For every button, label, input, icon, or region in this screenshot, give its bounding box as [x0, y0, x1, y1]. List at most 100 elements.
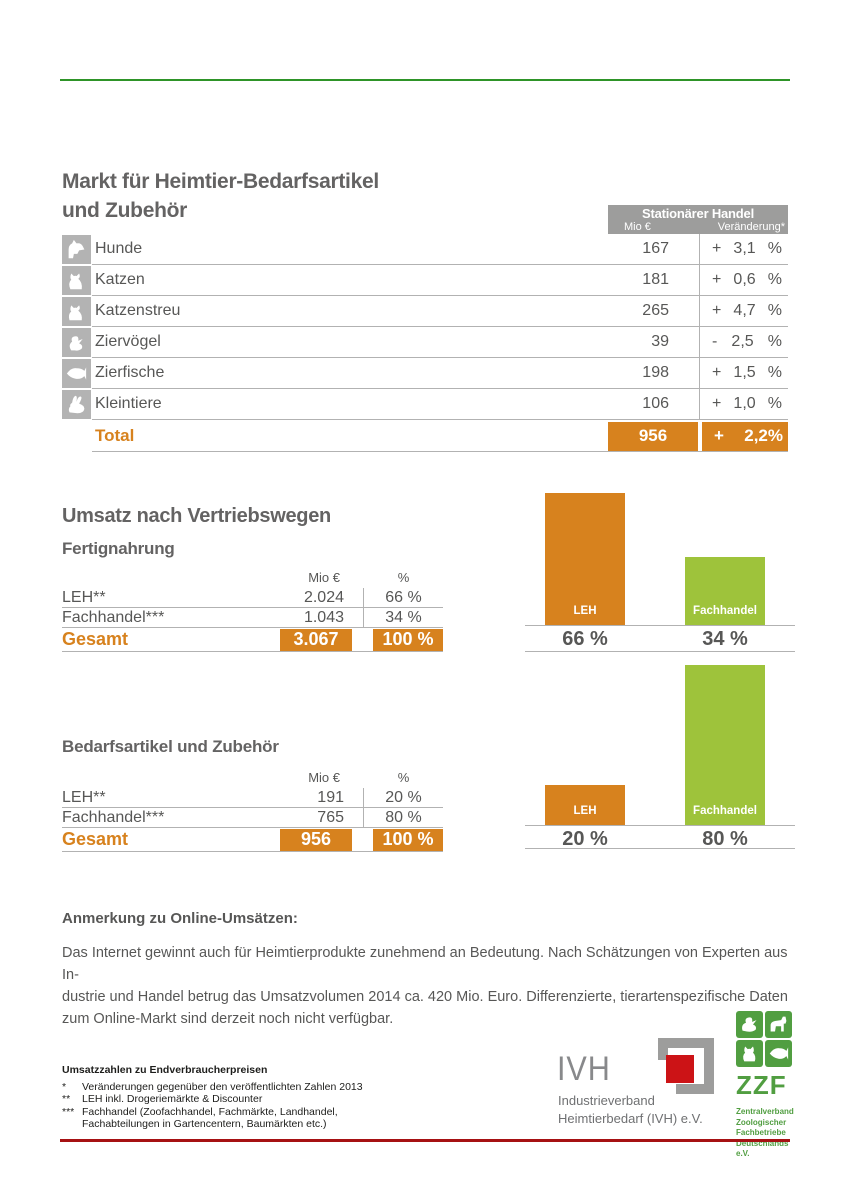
table-row: Katzen 181 + 0,6 % [62, 265, 788, 296]
note-line: zum Online-Markt sind derzeit noch nicht… [62, 1011, 394, 1027]
col-mio: Mio € [308, 569, 340, 585]
bottom-rule [60, 1139, 790, 1142]
table-row: Hunde 167 + 3,1 % [62, 234, 788, 265]
footnote-text: LEH inkl. Drogeriemärkte & Discounter [82, 1093, 263, 1105]
segment-label: Katzen [95, 271, 145, 288]
market-table-header: Stationärer Handel Mio € Veränderung* [608, 205, 788, 234]
segment-label: Katzenstreu [95, 302, 181, 319]
table-row: LEH** 2.024 66 % [62, 588, 443, 608]
channel-pct: 34 % [385, 608, 422, 626]
dog-icon [62, 235, 91, 264]
table-row: Kleintiere 106 + 1,0 % [62, 389, 788, 420]
header-col-change: Veränderung* [717, 221, 785, 233]
channel-label: Fachhandel*** [62, 608, 165, 626]
change-unit: % [767, 395, 782, 412]
table-row: Zierfische 198 + 1,5 % [62, 358, 788, 389]
page-title-line1: Markt für Heimtier-Bedarfsartikel [62, 170, 379, 193]
page-title-line2: und Zubehör [62, 199, 188, 222]
market-table-rows: Hunde 167 + 3,1 % Katzen 181 [62, 234, 788, 452]
segment-mio: 167 [580, 234, 700, 264]
cat-litter-icon [62, 297, 91, 326]
bar-label: LEH [573, 605, 597, 617]
cat-icon [736, 1040, 763, 1067]
change-sign: + [712, 364, 722, 381]
bar-fachhandel: Fachhandel [685, 665, 765, 825]
note-line: Das Internet gewinnt auch für Heimtierpr… [62, 945, 788, 983]
bar-label: Fachhandel [693, 805, 757, 817]
table-total-row: Total 956 + 2,2% [62, 420, 788, 452]
bedarfsartikel-chart: LEH Fachhandel 20 % 80 % [525, 660, 795, 852]
col-pct: % [397, 569, 410, 585]
zzf-subtitle-line: Zoologischer [736, 1117, 787, 1127]
table-row: Ziervögel 39 - 2,5 % [62, 327, 788, 358]
change-sign: + [714, 426, 724, 445]
change-unit: % [767, 240, 782, 257]
total-label: Total [95, 425, 135, 445]
table-row: Fachhandel*** 1.043 34 % [62, 608, 443, 628]
channel-mio: 191 [232, 788, 364, 807]
total-pct-badge: 100 % [373, 828, 443, 851]
bar-leh: LEH [545, 493, 625, 625]
segment-change: + 1,5 % [700, 358, 788, 388]
segment-change: + 4,7 % [700, 296, 788, 326]
zzf-subtitle-line: Deutschlands e.V. [736, 1138, 789, 1159]
channel-pct: 66 % [385, 588, 422, 606]
total-label: Gesamt [62, 629, 129, 649]
ivh-subtitle-line: Industrieverband [558, 1093, 655, 1108]
header-title: Stationärer Handel [642, 206, 754, 221]
change-sign: - [712, 333, 718, 350]
change-unit: % [767, 333, 782, 350]
col-mio: Mio € [308, 769, 340, 785]
bird-icon [736, 1011, 763, 1038]
segment-label: Ziervögel [95, 333, 161, 350]
change-unit: % [767, 302, 782, 319]
segment-change: + 0,6 % [700, 265, 788, 295]
fertignahrung-table: Mio € % LEH** 2.024 66 % Fachhandel*** 1… [62, 566, 443, 652]
chart-bottom-rule [525, 848, 795, 849]
total-mio-badge: 956 [280, 828, 352, 851]
segment-mio: 198 [580, 358, 700, 388]
footnote: * Veränderungen gegenüber den veröffentl… [62, 1081, 392, 1094]
note-heading: Anmerkung zu Online-Umsätzen: [62, 910, 298, 927]
zzf-logo-subtitle: Zentralverband Zoologischer Fachbetriebe… [736, 1107, 794, 1160]
chart-plot-area: LEH Fachhandel [525, 486, 795, 626]
change-value: 2,5 [731, 333, 754, 350]
zzf-subtitle-line: Fachbetriebe [736, 1128, 786, 1137]
footnote-marker: ** [62, 1093, 71, 1105]
table-total-row: Gesamt 3.067 100 % [62, 628, 443, 652]
segment-label: Zierfische [95, 364, 165, 381]
header-col-mio: Mio € [624, 221, 651, 233]
footnote: *** Fachhandel (Zoofachhandel, Fachmärkt… [62, 1106, 392, 1119]
table-row: Katzenstreu 265 + 4,7 % [62, 296, 788, 327]
fish-icon [62, 359, 91, 388]
bar-pct-label: 66 % [562, 628, 608, 650]
section-heading: Umsatz nach Vertriebswegen [62, 505, 331, 527]
bar-label: LEH [573, 805, 597, 817]
segment-label: Kleintiere [95, 395, 162, 412]
change-sign: + [712, 395, 722, 412]
change-value: 3,1 [733, 240, 756, 257]
segment-mio: 181 [580, 265, 700, 295]
segment-mio: 39 [580, 327, 700, 357]
footnotes-title: Umsatzzahlen zu Endverbraucherpreisen [62, 1064, 268, 1076]
top-rule [60, 79, 790, 81]
channel-pct: 20 % [385, 788, 422, 806]
segment-change: - 2,5 % [700, 327, 788, 357]
bedarfsartikel-table: Mio € % LEH** 191 20 % Fachhandel*** 765… [62, 766, 443, 852]
channel-mio: 2.024 [232, 588, 364, 607]
icon-spacer [62, 420, 91, 452]
total-pct-badge: 100 % [373, 628, 443, 651]
zzf-logo: ZZF Zentralverband Zoologischer Fachbetr… [736, 1011, 794, 1160]
note-body: Das Internet gewinnt auch für Heimtierpr… [62, 942, 792, 1030]
ivh-logo-emblem [658, 1038, 714, 1099]
dog-icon [765, 1011, 792, 1038]
bar-label: Fachhandel [693, 605, 757, 617]
change-sign: + [712, 240, 722, 257]
ivh-logo-text: IVH [557, 1050, 611, 1088]
page-title: Markt für Heimtier-Bedarfsartikel und Zu… [62, 167, 379, 225]
footnote-text: Fachabteilungen in Gartencentern, Baumär… [82, 1118, 327, 1130]
chart-plot-area: LEH Fachhandel [525, 660, 795, 826]
col-pct: % [397, 769, 410, 785]
segment-change: + 1,0 % [700, 389, 788, 419]
